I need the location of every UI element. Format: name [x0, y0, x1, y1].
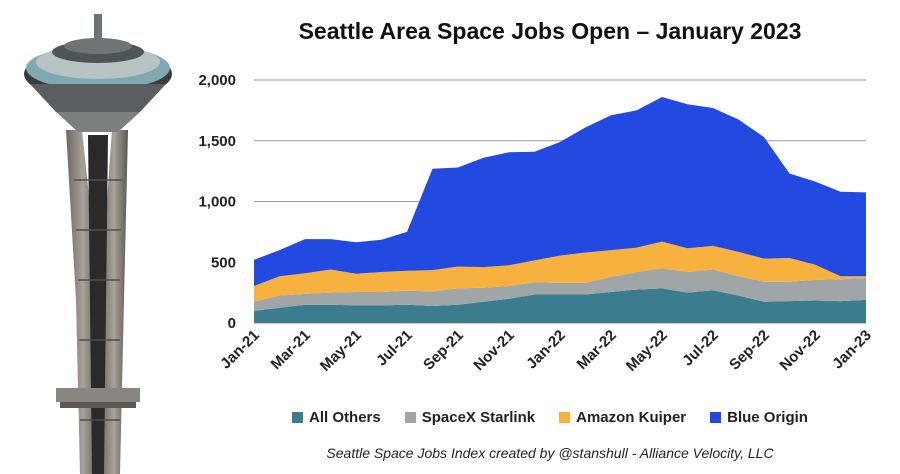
legend-swatch-blue-origin	[710, 412, 722, 423]
x-tick-label: Jan-22	[523, 327, 569, 373]
y-tick-label: 0	[228, 315, 236, 332]
x-tick-label: Jan-21	[217, 327, 263, 373]
space-needle-photo	[24, 14, 172, 474]
legend-item-amazon-kuiper: Amazon Kuiper	[559, 409, 686, 426]
x-tick-label: Mar-21	[268, 327, 314, 373]
legend-label-spacex-starlink: SpaceX Starlink	[421, 409, 536, 426]
legend-item-blue-origin: Blue Origin	[710, 409, 808, 426]
y-tick-label: 2,000	[198, 72, 236, 89]
series-areas	[254, 97, 866, 323]
y-tick-label: 1,000	[198, 194, 236, 211]
x-tick-label: Sep-22	[726, 327, 773, 374]
x-tick-label: Mar-22	[574, 327, 620, 373]
legend-label-blue-origin: Blue Origin	[727, 409, 808, 426]
area-all-others	[254, 288, 866, 323]
legend-swatch-amazon-kuiper	[559, 412, 571, 423]
legend-item-spacex-starlink: SpaceX Starlink	[404, 409, 536, 426]
legend: All Others SpaceX Starlink Amazon Kuiper…	[200, 409, 900, 426]
x-tick-label: Nov-22	[776, 327, 823, 374]
x-tick-label: Jul-21	[373, 327, 416, 370]
area-blue-origin	[254, 97, 866, 286]
x-tick-label: Sep-21	[420, 327, 467, 374]
x-tick-label: Jul-22	[679, 327, 722, 370]
x-axis-ticks: Jan-21 Mar-21 May-21 Jul-21 Sep-21 Nov-21 Jan-…	[217, 327, 875, 375]
legend-swatch-all-others	[292, 412, 304, 423]
legend-item-all-others: All Others	[292, 409, 381, 426]
legend-swatch-spacex-starlink	[404, 412, 416, 423]
x-tick-label: May-22	[623, 327, 671, 375]
x-tick-label: Nov-21	[470, 327, 517, 374]
x-tick-label: May-21	[317, 327, 365, 375]
x-tick-label: Jan-23	[829, 327, 875, 373]
area-spacex-starlink	[254, 268, 866, 311]
legend-label-amazon-kuiper: Amazon Kuiper	[576, 409, 687, 426]
y-axis-ticks: 0 500 1,000 1,500 2,000	[198, 72, 236, 332]
legend-label-all-others: All Others	[309, 409, 381, 426]
y-tick-label: 1,500	[198, 133, 236, 150]
footer-credit: Seattle Space Jobs Index created by @sta…	[326, 445, 774, 461]
area-amazon-kuiper	[254, 241, 866, 302]
y-tick-label: 500	[211, 254, 236, 271]
chart-title: Seattle Area Space Jobs Open – January 2…	[298, 18, 802, 44]
